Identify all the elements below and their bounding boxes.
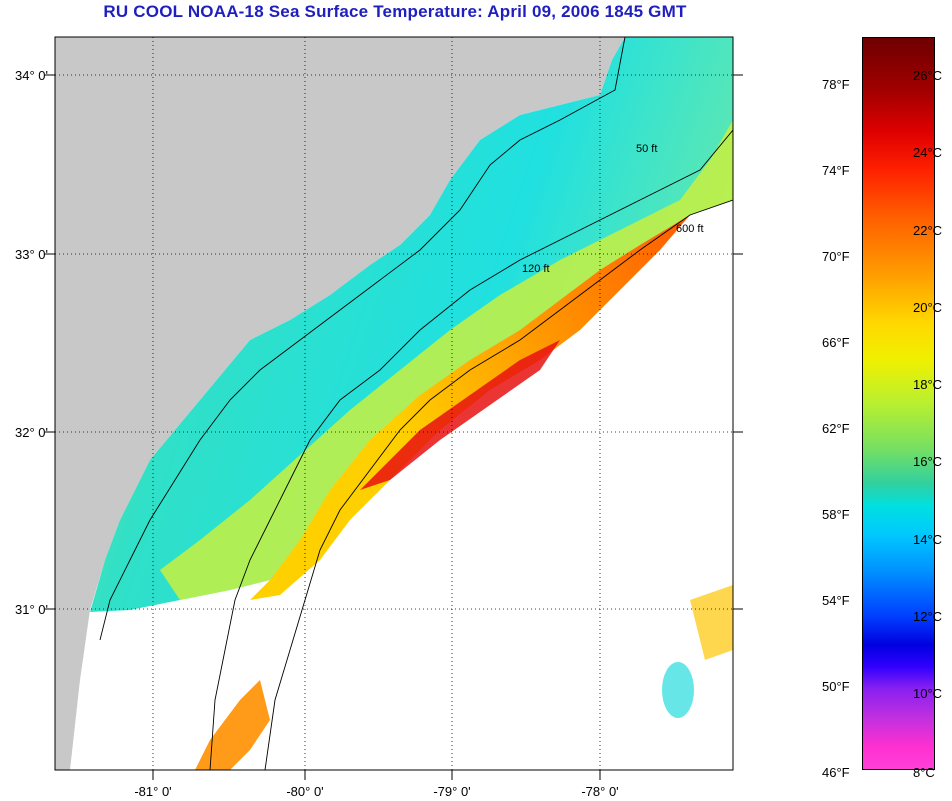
cb-f-66: 66°F <box>822 335 850 350</box>
lon-label-79: -79° 0' <box>433 784 471 799</box>
map-title: RU COOL NOAA-18 Sea Surface Temperature:… <box>103 2 687 21</box>
temperature-colorbar <box>862 37 935 770</box>
lat-label-31: 31° 0' <box>15 602 48 617</box>
cb-f-78: 78°F <box>822 77 850 92</box>
cb-c-10: 10°C <box>913 686 943 701</box>
lon-label-78: -78° 0' <box>581 784 619 799</box>
shelf-water <box>90 37 733 612</box>
axis-ticks <box>45 74 743 780</box>
land-mass <box>55 37 625 770</box>
cb-c-12: 12°C <box>913 609 943 624</box>
cb-f-58: 58°F <box>822 507 850 522</box>
cb-c-24: 24°C <box>913 145 943 160</box>
cb-c-16: 16°C <box>913 454 943 469</box>
cb-c-20: 20°C <box>913 300 943 315</box>
cb-c-14: 14°C <box>913 532 943 547</box>
lat-label-34: 34° 0' <box>15 68 48 83</box>
cb-f-70: 70°F <box>822 249 850 264</box>
lon-label-80: -80° 0' <box>286 784 324 799</box>
isobath-label-120: 120 ft <box>522 263 550 275</box>
cb-f-62: 62°F <box>822 421 850 436</box>
isobath-50ft <box>99 37 626 641</box>
mid-shelf-band <box>160 120 733 600</box>
lat-label-32: 32° 0' <box>15 425 48 440</box>
eastern-patch <box>690 585 733 660</box>
cb-f-54: 54°F <box>822 593 850 608</box>
southern-warm-patch <box>195 680 270 770</box>
cb-c-18: 18°C <box>913 377 943 392</box>
cb-c-8: 8°C <box>913 765 935 780</box>
cool-eddy <box>662 662 694 718</box>
map-frame <box>54 36 734 771</box>
isobath-label-600: 600 ft <box>676 223 704 235</box>
cb-f-46: 46°F <box>822 765 850 780</box>
cb-c-22: 22°C <box>913 223 943 238</box>
lat-label-33: 33° 0' <box>15 247 48 262</box>
cb-f-74: 74°F <box>822 163 850 178</box>
isobath-label-50: 50 ft <box>636 143 657 155</box>
isobath-120ft <box>209 129 733 770</box>
cb-f-50: 50°F <box>822 679 850 694</box>
cb-c-26: 26°C <box>913 68 943 83</box>
lon-label-81: -81° 0' <box>134 784 172 799</box>
shelf-break-warm <box>250 215 690 600</box>
isobath-600ft <box>264 199 733 770</box>
grid-lines <box>55 37 733 770</box>
gulf-stream-core <box>360 340 560 490</box>
